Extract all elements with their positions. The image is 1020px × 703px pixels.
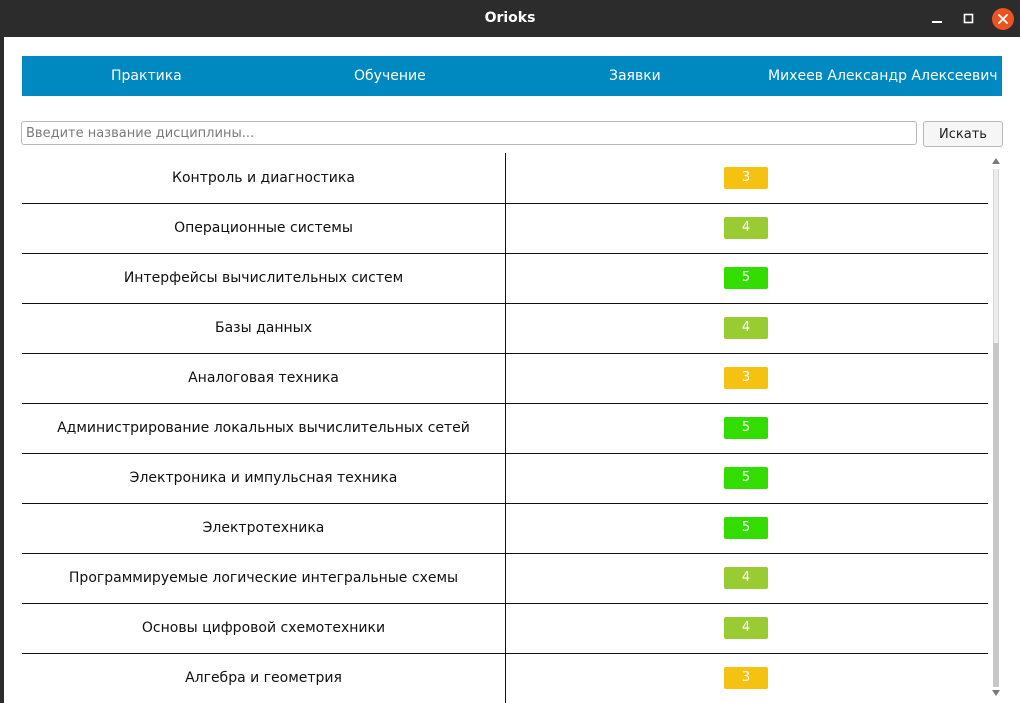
grade-badge: 5 — [724, 267, 768, 289]
grade-badge: 5 — [724, 467, 768, 489]
discipline-name: Контроль и диагностика — [172, 170, 355, 186]
discipline-name: Интерфейсы вычислительных систем — [123, 270, 404, 286]
grade-badge: 4 — [724, 567, 768, 589]
discipline-name: Электротехника — [202, 520, 325, 536]
discipline-name: Алгебра и геометрия — [185, 670, 342, 686]
arrow-down-icon[interactable] — [992, 690, 1000, 696]
nav-item-user-profile[interactable]: Михеев Александр Алексеевич — [768, 68, 998, 84]
disciplines-table: Контроль и диагностика 3 Операционные сист… — [22, 153, 988, 703]
close-button[interactable] — [992, 8, 1014, 30]
discipline-name: Базы данных — [214, 320, 313, 336]
close-icon — [998, 14, 1008, 24]
discipline-name: Аналоговая техника — [188, 370, 339, 386]
table-row: Администрирование локальных вычислительн… — [22, 404, 988, 454]
grade-badge: 3 — [724, 667, 768, 689]
grade-badge: 3 — [724, 367, 768, 389]
table-row: Программируемые логические интегральные … — [22, 554, 988, 604]
discipline-name: Основы цифровой схемотехники — [141, 620, 386, 636]
grade-badge: 5 — [724, 517, 768, 539]
nav-item-requests[interactable]: Заявки — [609, 68, 661, 84]
table-row: Базы данных 4 — [22, 304, 988, 354]
table-row: Электроника и импульсная техника 5 — [22, 454, 988, 504]
table-row: Электротехника 5 — [22, 504, 988, 554]
nav-item-education[interactable]: Обучение — [354, 68, 426, 84]
discipline-name: Программируемые логические интегральные … — [68, 570, 459, 586]
minimize-icon[interactable] — [929, 11, 945, 27]
grade-badge: 4 — [724, 217, 768, 239]
scrollbar-thumb[interactable] — [993, 343, 999, 687]
grade-badge: 4 — [724, 617, 768, 639]
column-divider — [505, 153, 506, 703]
grade-badge: 4 — [724, 317, 768, 339]
table-row: Интерфейсы вычислительных систем 5 — [22, 254, 988, 304]
discipline-search-input[interactable] — [21, 121, 917, 145]
table-row: Аналоговая техника 3 — [22, 354, 988, 404]
maximize-icon[interactable] — [961, 11, 977, 27]
table-row: Алгебра и геометрия 3 — [22, 654, 988, 703]
window-title: Orioks — [484, 10, 536, 26]
arrow-up-icon[interactable] — [992, 158, 1000, 164]
top-navbar: Практика Обучение Заявки Михеев Александ… — [22, 56, 1002, 96]
discipline-name: Электроника и импульсная техника — [129, 470, 398, 486]
discipline-name: Администрирование локальных вычислительн… — [57, 420, 470, 436]
grade-badge: 5 — [724, 417, 768, 439]
grade-badge: 3 — [724, 167, 768, 189]
app-window: Практика Обучение Заявки Михеев Александ… — [4, 37, 1020, 703]
table-row: Контроль и диагностика 3 — [22, 154, 988, 204]
nav-item-practice[interactable]: Практика — [111, 68, 182, 84]
table-row: Основы цифровой схемотехники 4 — [22, 604, 988, 654]
vertical-scrollbar[interactable] — [990, 153, 1002, 703]
discipline-name: Операционные системы — [174, 220, 353, 236]
window-titlebar[interactable]: Orioks — [0, 0, 1020, 37]
search-button[interactable]: Искать — [923, 121, 1003, 147]
table-row: Операционные системы 4 — [22, 204, 988, 254]
